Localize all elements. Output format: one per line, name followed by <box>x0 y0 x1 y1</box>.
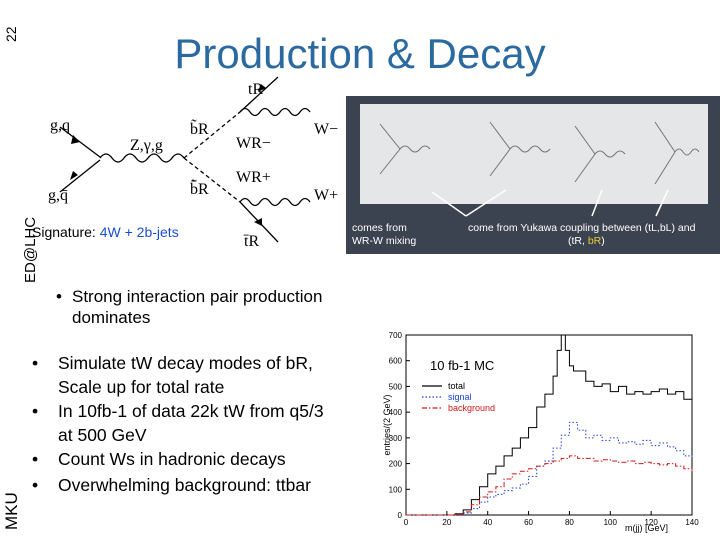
x-tick-label: 120 <box>644 518 658 527</box>
series-line-total <box>406 334 693 516</box>
legend-label-background: background <box>448 403 495 413</box>
bullet-text: In 10fb-1 of data 22k tW from q5/3 <box>58 401 324 421</box>
x-tick-label: 140 <box>685 518 699 527</box>
W-minus-wavy <box>239 107 311 117</box>
label-gq-bottom: g,q̄ <box>48 187 68 204</box>
x-tick-label: 0 <box>404 518 409 527</box>
tR-line-top <box>239 76 279 113</box>
y-tick-label: 600 <box>389 357 403 366</box>
signature: Signature: 4W + 2b-jets <box>32 224 179 240</box>
bullet-text: at 500 GeV <box>58 425 147 445</box>
bullet-list: • Simulate tW decay modes of bR, Scale u… <box>32 350 372 498</box>
arrow-icon <box>70 171 78 180</box>
label-W-minus: W− <box>314 121 338 138</box>
y-axis-label: entries/(2 GeV) <box>382 394 392 455</box>
list-item: • Overwhelming background: ttbar <box>32 475 311 495</box>
y-tick-label: 500 <box>389 382 403 391</box>
incoming-line-bottom <box>59 159 101 193</box>
list-item: • Simulate tW decay modes of bR, Scale u… <box>32 350 372 398</box>
signature-prefix: Signature: <box>32 224 100 240</box>
bullet-strong-interaction: • Strong interaction pair production dom… <box>56 287 323 327</box>
arrow-icon <box>254 218 262 226</box>
x-tick-label: 60 <box>524 518 533 527</box>
bullet-text: Count Ws in hadronic decays <box>58 449 286 469</box>
bullet-text: Scale up for total rate <box>58 377 225 397</box>
label-bR-bottom: b̃̄R <box>190 179 209 198</box>
label-WR-plus: WR+ <box>236 169 271 186</box>
slide-title: Production & Decay <box>174 30 546 77</box>
legend-label-signal: signal <box>448 392 472 402</box>
y-tick-label: 200 <box>389 460 403 469</box>
y-tick-label: 300 <box>389 434 403 443</box>
x-tick-label: 40 <box>483 518 492 527</box>
x-axis-label: m(jj) [GeV] <box>625 523 668 533</box>
label-W-plus: W+ <box>314 187 338 204</box>
arrow-icon <box>71 135 80 144</box>
signature-value: 4W + 2b-jets <box>99 224 179 240</box>
mass-histogram: entries/(2 GeV) m(jj) [GeV] 10 fb-1 MC 0… <box>382 331 699 533</box>
bullet-text: Simulate tW decay modes of bR, <box>58 353 313 373</box>
label-tR-bottom: t̄R <box>243 233 259 250</box>
bullet-text: dominates <box>72 308 151 327</box>
whiteboard-photo: comes from WR-W mixing come from Yukawa c… <box>346 96 720 254</box>
chart-title: 10 fb-1 MC <box>430 358 494 373</box>
bullet-text: Overwhelming background: ttbar <box>58 475 311 495</box>
label-WR-minus: WR− <box>236 135 271 152</box>
photo-caption-left: comes from WR-W mixing <box>352 222 417 247</box>
x-tick-label: 80 <box>565 518 574 527</box>
list-item: • Count Ws in hadronic decays <box>32 449 286 469</box>
x-tick-label: 20 <box>442 518 451 527</box>
photo-caption-right: come from Yukawa coupling between (tL,bL… <box>468 222 696 247</box>
legend-label-total: total <box>448 381 465 391</box>
bR-line-bottom <box>183 157 241 203</box>
series-line-background <box>406 455 693 516</box>
W-plus-wavy <box>239 197 311 207</box>
boson-propagator <box>99 153 185 163</box>
label-gq-top: g,q <box>50 117 70 134</box>
list-item: • In 10fb-1 of data 22k tW from q5/3 at … <box>32 398 372 446</box>
y-tick-label: 0 <box>398 511 403 520</box>
x-tick-label: 100 <box>604 518 618 527</box>
label-tR-top: tR <box>248 81 263 98</box>
y-tick-label: 100 <box>389 485 403 494</box>
label-boson: Z,γ,g <box>130 137 163 154</box>
bR-line-top <box>183 111 241 159</box>
feynman-diagram: g,q g,q̄ Z,γ,g b̃R b̃̄R tR WR− WR+ W− W+… <box>48 76 338 250</box>
side-label-bottom: MKU <box>2 492 21 530</box>
y-tick-label: 700 <box>389 331 403 340</box>
label-bR-top: b̃R <box>190 119 209 138</box>
whiteboard-sketch <box>360 104 708 204</box>
arrow-icon <box>258 84 266 92</box>
y-tick-label: 400 <box>389 408 403 417</box>
bullet-text: Strong interaction pair production <box>72 287 323 306</box>
